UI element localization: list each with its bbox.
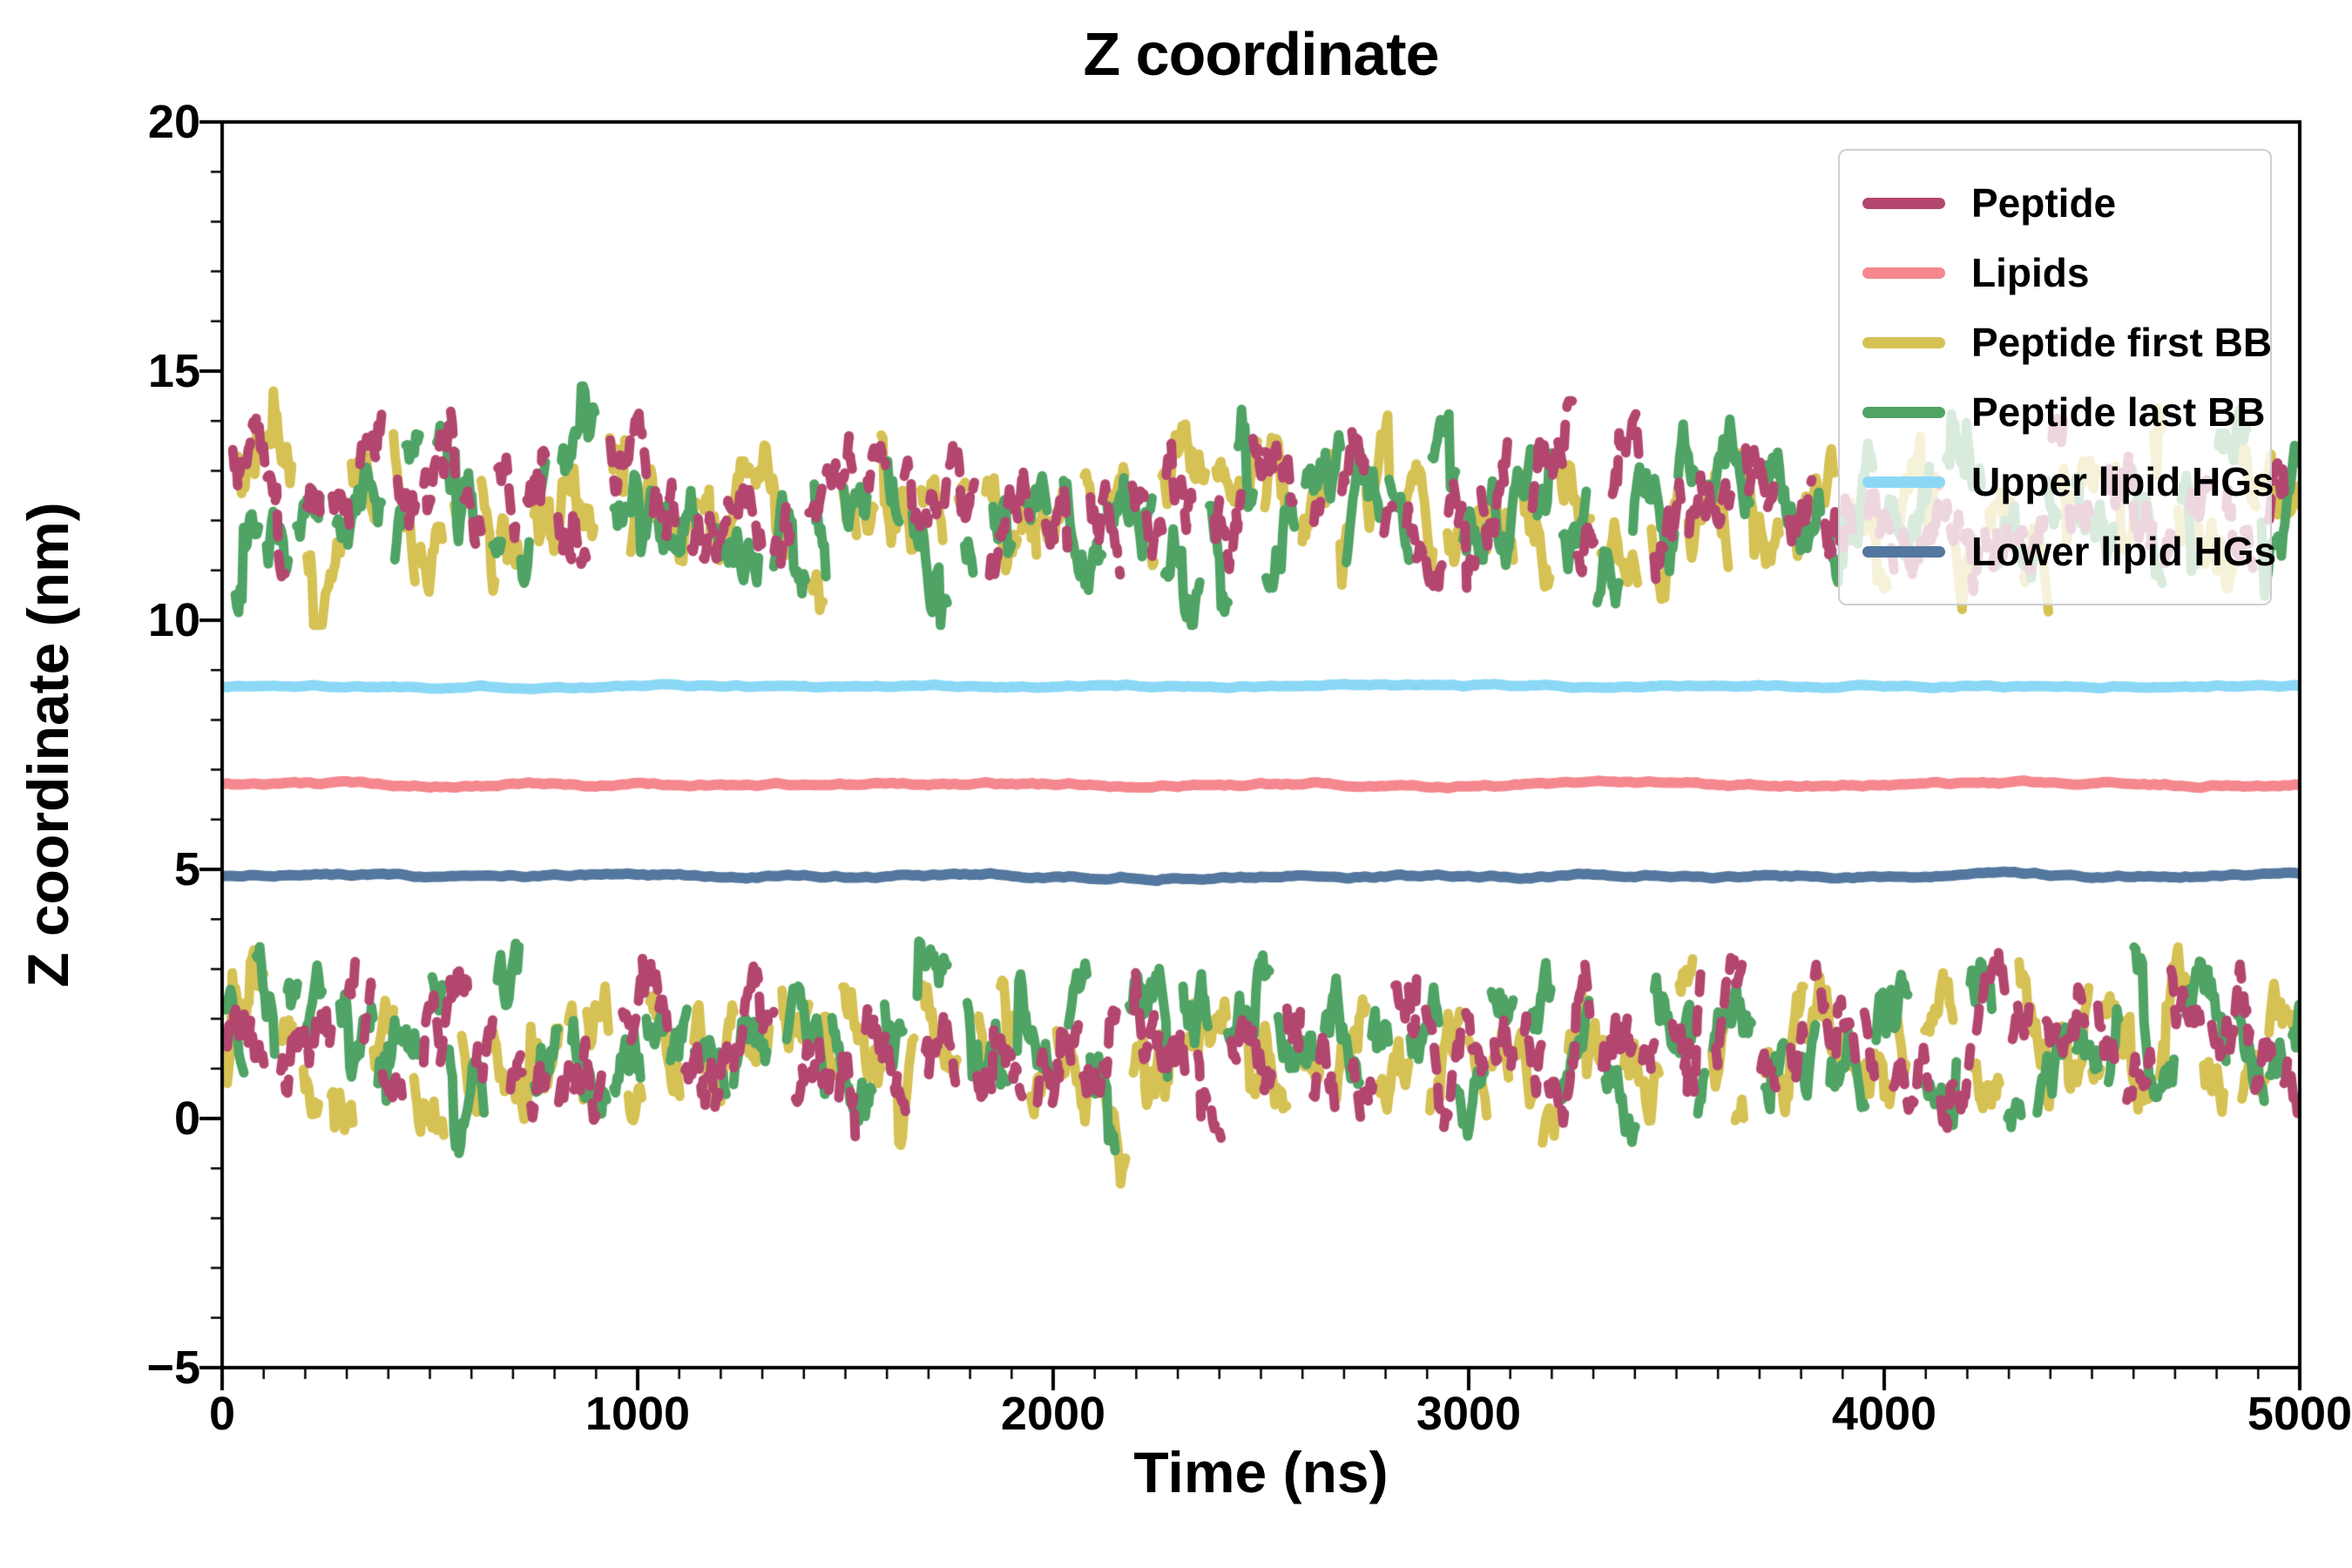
legend-swatch	[1862, 476, 1945, 488]
x-tick-label: 3000	[1416, 1388, 1522, 1440]
x-tick-label: 0	[208, 1388, 236, 1440]
x-tick-label: 5000	[2247, 1388, 2352, 1440]
x-tick-label: 1000	[585, 1388, 691, 1440]
y-tick-label: 5	[173, 843, 200, 896]
y-tick-label: −5	[146, 1342, 200, 1394]
x-tick-label: 4000	[1831, 1388, 1937, 1440]
legend: Peptide Lipids Peptide first BB Peptide …	[1838, 149, 2276, 605]
y-tick-label: 10	[147, 594, 200, 646]
legend-label: Lipids	[1971, 250, 2090, 295]
x-tick-label: 2000	[1000, 1388, 1106, 1440]
legend-item-upper-lipid-hgs: Upper lipid HGs	[1862, 447, 2274, 517]
legend-swatch	[1862, 406, 1945, 418]
legend-label: Peptide last BB	[1971, 389, 2266, 435]
y-tick-label: 0	[173, 1092, 200, 1145]
legend-item-peptide-first-bb: Peptide first BB	[1862, 308, 2272, 377]
legend-label: Lower lipid HGs	[1971, 529, 2277, 574]
y-tick-label: 15	[147, 345, 200, 397]
legend-label: Peptide first BB	[1971, 320, 2273, 365]
legend-swatch	[1862, 197, 1945, 209]
legend-item-peptide-last-bb: Peptide last BB	[1862, 377, 2265, 447]
legend-label: Upper lipid HGs	[1971, 459, 2274, 504]
legend-item-peptide: Peptide	[1862, 168, 2247, 238]
legend-swatch	[1862, 267, 1945, 279]
chart-title: Z coordinate	[1083, 20, 1439, 88]
legend-item-lower-lipid-hgs: Lower lipid HGs	[1862, 517, 2276, 586]
legend-swatch	[1862, 336, 1945, 348]
y-axis-label: Z coordinate (nm)	[16, 502, 80, 988]
legend-item-lipids: Lipids	[1862, 238, 2247, 308]
legend-label: Peptide	[1971, 180, 2117, 226]
x-axis-label: Time (ns)	[1133, 1440, 1389, 1504]
legend-swatch	[1862, 545, 1945, 558]
y-tick-label: 20	[147, 96, 200, 148]
